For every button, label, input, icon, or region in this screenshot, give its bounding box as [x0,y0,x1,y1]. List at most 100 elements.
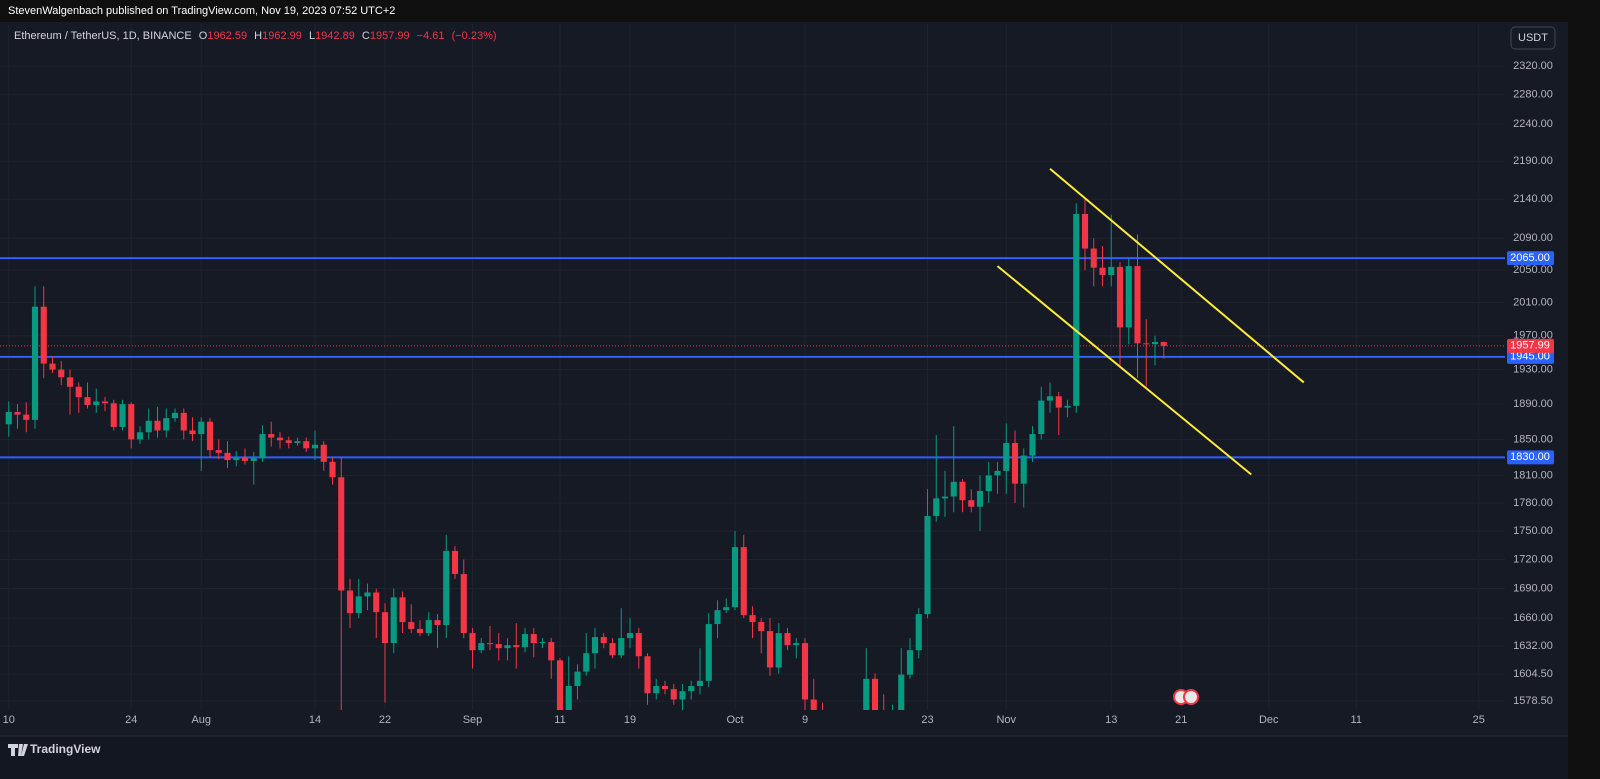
candle-body [565,686,572,710]
candle-body [775,633,782,668]
candle-body [941,496,949,499]
currency-button[interactable]: USDT [1510,26,1556,50]
candle-body [548,642,555,661]
candle-body [1073,213,1080,406]
candle-body [14,411,21,415]
candle-body [486,643,494,645]
candle-body [679,691,686,700]
candle-body [714,610,721,625]
y-tick-label: 2140.00 [1513,193,1553,205]
y-tick-label: 2320.00 [1513,60,1553,72]
candle-body [985,475,992,491]
x-tick-label: 14 [309,714,321,726]
currency-label[interactable]: USDT [1518,32,1548,44]
change: −4.61 [417,30,445,42]
level-label: 2065.00 [1510,252,1550,264]
x-tick-label: 11 [1351,714,1362,726]
candle-body [994,470,1001,476]
candle-body [688,686,695,692]
x-tick-label: 23 [921,714,933,726]
candle-body [924,516,931,615]
candle-body [801,643,809,700]
candle-body [521,634,529,648]
x-tick-label: 25 [1473,714,1485,726]
candle-body [723,607,730,611]
y-tick-label: 2050.00 [1513,264,1553,276]
candle-body [364,592,371,597]
y-tick-label: 2090.00 [1513,232,1553,244]
candle-body [250,458,257,461]
footer-background [0,736,1568,779]
y-tick-label: 1850.00 [1513,433,1553,445]
y-tick-label: 1578.50 [1513,695,1553,707]
candle-body [5,411,12,425]
x-tick-label: Dec [1259,714,1279,726]
event-flags[interactable] [1173,689,1199,705]
event-flag[interactable] [1183,689,1199,705]
candle-body [163,418,170,431]
candle-body [84,397,91,405]
candle-body [696,680,704,687]
y-tick-label: 1632.00 [1513,640,1553,652]
candle-body [180,412,187,431]
candle-body [513,645,520,648]
y-tick-label: 2190.00 [1513,155,1553,167]
candle-body [259,434,266,459]
candle-body [241,457,249,461]
y-tick-label: 2280.00 [1513,89,1553,101]
candle-body [40,306,47,364]
candle-body [1046,396,1054,401]
y-tick-label: 1750.00 [1513,525,1553,537]
y-tick-label: 1690.00 [1513,582,1553,594]
candle-body [591,637,599,654]
publish-header: StevenWalgenbach published on TradingVie… [8,5,395,17]
candle-body [425,620,432,634]
candle-body [276,437,284,441]
candle-body [58,369,65,378]
candle-body [574,671,581,687]
y-tick-label: 1720.00 [1513,553,1553,565]
candle-body [329,461,336,478]
candle-body [618,638,625,656]
candle-body [670,689,677,700]
candle-body [740,547,747,616]
currency-button-frame[interactable] [1510,26,1556,50]
candle-body [1108,266,1115,275]
candle-body [311,444,319,449]
candle-body [75,386,82,398]
candle-body [469,633,476,651]
x-tick-label: Nov [996,714,1016,726]
candle-body [128,404,135,440]
candle-body [1160,341,1167,346]
candle-body [390,597,397,644]
ohlc-value: 1957.99 [370,30,410,42]
candle-body [1116,266,1124,328]
y-tick-label: 2240.00 [1513,118,1553,130]
candle-body [171,412,179,419]
candle-body [653,686,660,694]
candle-body [206,421,214,451]
x-tick-label: 22 [379,714,391,726]
y-tick-label: 1970.00 [1513,330,1553,342]
y-tick-label: 1930.00 [1513,363,1553,375]
candle-body [976,490,984,507]
candles [5,199,1167,710]
ohlc-label: H [254,30,262,42]
candle-body [381,612,389,644]
x-tick-label: Oct [726,714,743,726]
candle-body [583,653,590,672]
trendline [1049,167,1305,384]
candle-body [758,622,765,632]
x-tick-label: 21 [1175,714,1187,726]
candle-body [1081,213,1089,249]
candle-body [101,401,109,404]
candle-body [898,674,905,710]
grid [0,24,1505,710]
candle-body [1151,341,1159,345]
candle-body [303,441,310,449]
level-label-box [1507,251,1554,266]
candle-body [539,642,546,644]
tradingview-logo: TradingView [8,742,101,756]
candle-body [1125,266,1132,328]
